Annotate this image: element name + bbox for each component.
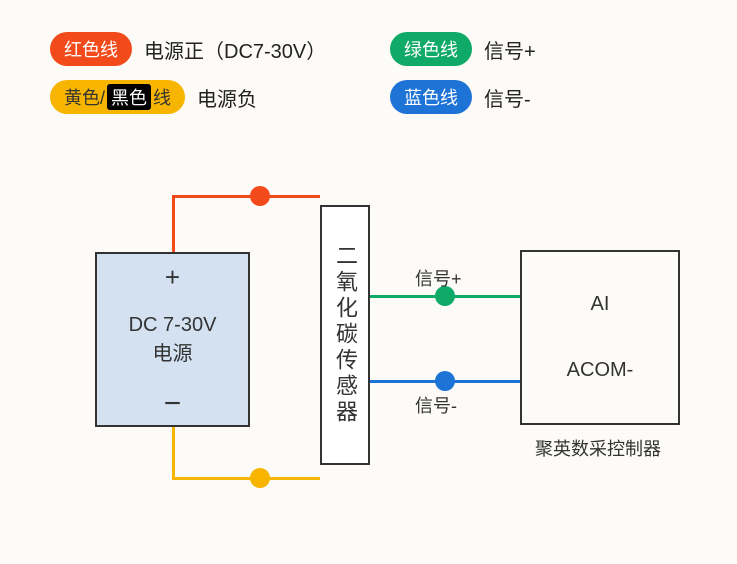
sensor-text: 二氧化碳传感器: [329, 244, 361, 426]
node-red: [250, 186, 270, 206]
label-signal-plus: 信号+: [415, 265, 462, 291]
label-signal-minus: 信号-: [415, 392, 457, 418]
power-line1: DC 7-30V: [129, 314, 217, 337]
co2-sensor-box: 二氧化碳传感器: [320, 205, 370, 465]
wire-yellow-h: [172, 477, 320, 480]
controller-box: AI ACOM-: [520, 250, 680, 425]
node-yellow: [250, 468, 270, 488]
node-blue: [435, 371, 455, 391]
controller-line1: AI: [591, 293, 610, 316]
power-line2: 电源: [153, 337, 193, 366]
power-plus: +: [165, 262, 180, 293]
wiring-diagram: 信号+ 信号- + DC 7-30V 电源 − 二氧化碳传感器 AI ACOM-…: [0, 0, 737, 564]
controller-line2: ACOM-: [567, 359, 634, 382]
wire-red-h: [172, 195, 320, 198]
controller-caption: 聚英数采控制器: [535, 435, 661, 461]
wire-red-v: [172, 195, 175, 252]
wire-yellow-v: [172, 427, 175, 477]
power-minus: −: [164, 387, 182, 421]
power-supply-box: + DC 7-30V 电源 −: [95, 252, 250, 427]
